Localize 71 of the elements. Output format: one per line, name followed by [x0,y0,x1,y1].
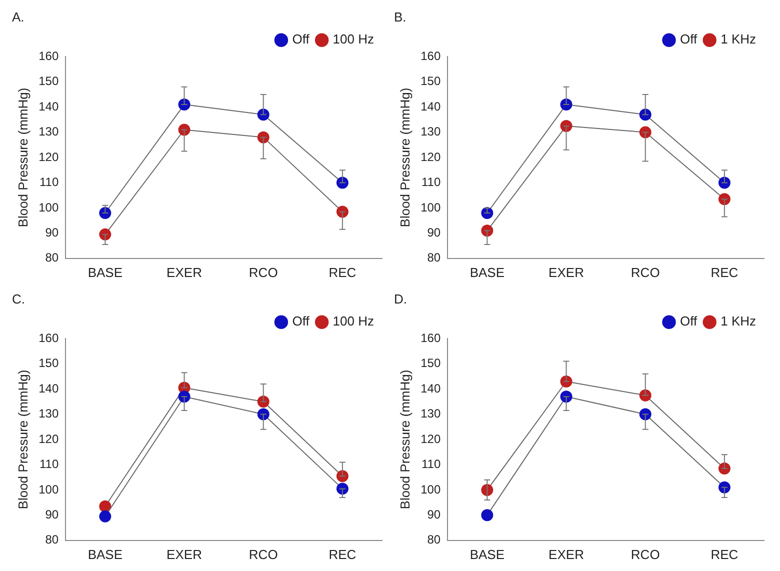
y-tick-label: 120 [420,150,441,164]
y-tick-label: 90 [45,225,59,240]
x-tick-label: BASE [88,264,123,280]
y-tick-label: 130 [420,406,441,421]
y-tick-label: 100 [420,482,441,496]
x-tick-label: EXER [548,264,584,280]
x-tick-label: REC [328,264,356,280]
y-tick-label: 80 [45,532,59,547]
y-tick-label: 80 [45,250,59,265]
y-tick-label: 100 [420,200,441,214]
y-axis-title: Blood Pressure (mmHg) [15,370,30,510]
point [99,510,112,522]
y-tick-label: 110 [39,175,59,190]
legend-label: Off [292,314,310,329]
x-tick-label: RCO [630,264,660,280]
chart-title: A. [12,9,24,24]
y-tick-label: 110 [39,457,59,472]
x-tick-label: EXER [548,546,584,562]
y-tick-label: 160 [38,330,59,345]
point [481,509,494,522]
y-tick-label: 130 [38,406,59,421]
y-tick-label: 80 [427,250,441,265]
y-tick-label: 100 [38,482,59,496]
legend-label: Off [680,314,698,329]
x-tick-label: BASE [88,546,123,562]
chart-title: B. [394,9,406,24]
x-tick-label: REC [710,546,738,562]
y-tick-label: 140 [38,381,59,396]
y-axis-title: Blood Pressure (mmHg) [397,88,412,228]
y-tick-label: 160 [420,330,441,345]
chart-title: C. [12,291,25,306]
x-tick-label: RCO [630,546,660,562]
x-tick-label: REC [328,546,356,562]
y-tick-label: 130 [420,124,441,139]
y-tick-label: 160 [420,48,441,63]
x-tick-label: EXER [166,546,202,562]
y-tick-label: 150 [38,356,59,370]
y-tick-label: 140 [420,381,441,396]
y-tick-label: 120 [38,432,59,446]
y-tick-label: 140 [420,99,441,114]
y-tick-label: 90 [427,507,441,522]
y-tick-label: 140 [38,99,59,114]
x-tick-label: RCO [248,264,278,280]
y-tick-label: 130 [38,124,59,139]
y-tick-label: 80 [427,532,441,547]
y-axis-title: Blood Pressure (mmHg) [397,370,412,510]
y-tick-label: 90 [45,507,59,522]
y-axis-title: Blood Pressure (mmHg) [15,88,30,228]
legend-label: Off [680,32,698,47]
chart-title: D. [394,291,407,306]
legend-label: 1 KHz [720,32,756,47]
legend-label: 100 Hz [332,314,374,329]
x-tick-label: RCO [248,546,278,562]
x-tick-label: REC [710,264,738,280]
y-tick-label: 100 [38,200,59,214]
y-tick-label: 160 [38,48,59,63]
x-tick-label: BASE [470,264,505,280]
y-tick-label: 110 [421,457,441,472]
y-tick-label: 150 [38,74,59,88]
y-tick-label: 150 [420,74,441,88]
y-tick-label: 120 [38,150,59,164]
legend-label: 1 KHz [720,314,756,329]
legend-label: 100 Hz [332,32,374,47]
x-tick-label: EXER [166,264,202,280]
legend-label: Off [292,32,310,47]
y-tick-label: 150 [420,356,441,370]
y-tick-label: 120 [420,432,441,446]
x-tick-label: BASE [470,546,505,562]
point [99,500,112,512]
y-tick-label: 90 [427,225,441,240]
y-tick-label: 110 [421,175,441,190]
